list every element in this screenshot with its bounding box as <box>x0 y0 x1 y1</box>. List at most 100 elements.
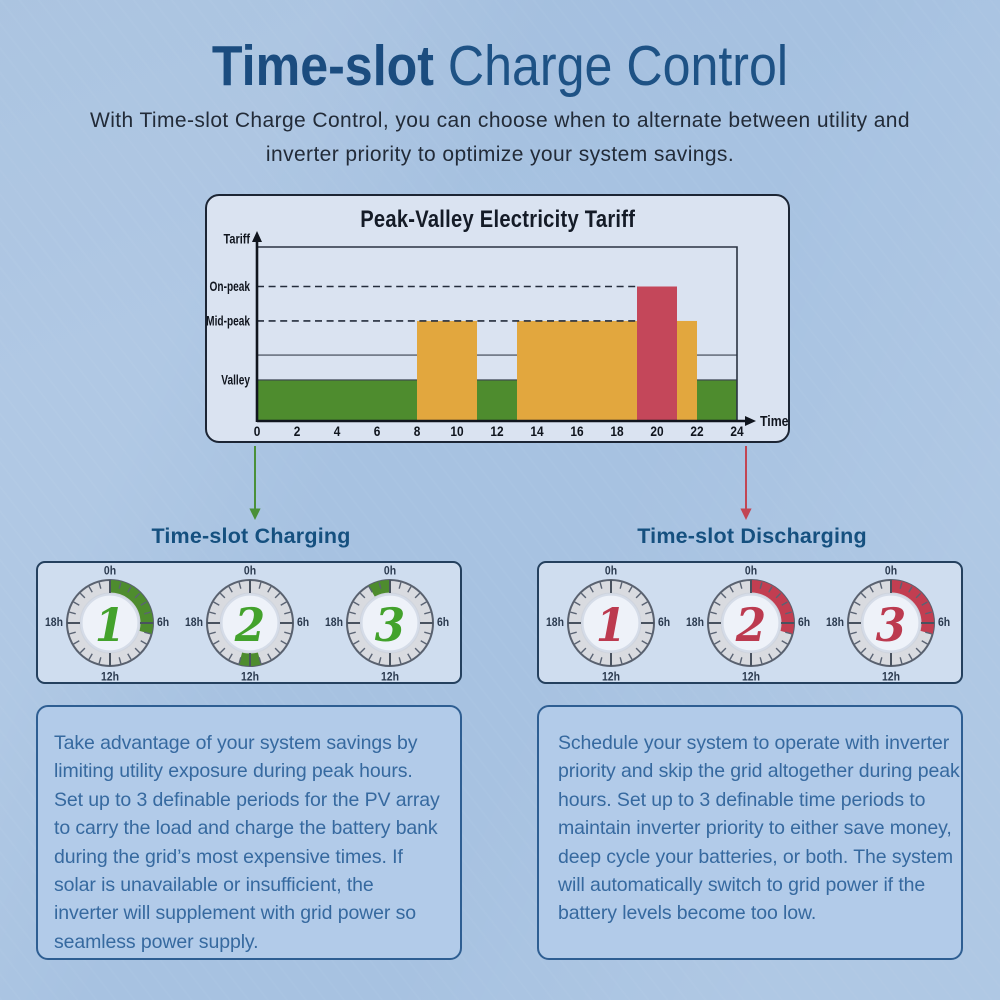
tick-15h <box>79 647 86 654</box>
tick-5h <box>144 611 151 615</box>
period-number: 2 <box>735 598 766 652</box>
y-level-label-on_peak: On-peak <box>210 279 251 295</box>
tick-11h <box>759 657 763 664</box>
tick-21h <box>860 592 867 599</box>
tick-13h <box>599 657 603 664</box>
tariff-bar-valley-22-24 <box>697 379 737 421</box>
tick-23h <box>879 582 883 589</box>
discharging-description-line-2: priority and skip the grid altogether du… <box>558 760 960 783</box>
dial-label-6h: 6h <box>658 617 670 630</box>
tick-11h <box>619 657 623 664</box>
tariff-bar-valley-0-8 <box>257 379 417 421</box>
tick-9h <box>414 647 421 654</box>
tick-23h <box>599 582 603 589</box>
discharging-description-line-5: deep cycle your batteries, or both. The … <box>558 845 953 868</box>
tick-21h <box>219 592 226 599</box>
discharging-description-line-3: hours. Set up to 3 definable time period… <box>558 788 926 811</box>
tick-4h <box>420 601 427 606</box>
discharging-clock-3: 3 0h 12h 6h 18h <box>826 565 950 684</box>
dial-label-18h: 18h <box>45 617 63 630</box>
x-axis-label: Time <box>760 413 789 429</box>
tick-10h <box>768 653 773 660</box>
x-tick-label-12: 12 <box>490 423 503 439</box>
discharging-description-line-6: will automatically switch to grid power … <box>558 874 926 897</box>
x-tick-label-16: 16 <box>570 423 583 439</box>
tick-8h <box>921 640 928 645</box>
tick-8h <box>781 640 788 645</box>
plot-frame <box>257 246 738 421</box>
tick-22h <box>88 586 93 593</box>
tariff-bar-on_peak-19-21 <box>637 286 677 421</box>
tick-13h <box>98 657 102 664</box>
dial-label-0h: 0h <box>384 565 396 578</box>
dial-label-18h: 18h <box>185 617 203 630</box>
x-axis-arrow-icon <box>745 416 756 426</box>
tick-5h <box>645 611 652 615</box>
tick-21h <box>580 592 587 599</box>
charging-description-box: Take advantage of your system savings by… <box>36 705 462 960</box>
charging-clocks: 1 0h 12h 6h 18h 2 0h 12h 6h 18h 3 0h 12h 6h 18h <box>45 565 449 684</box>
tick-8h <box>140 640 147 645</box>
dial-label-0h: 0h <box>885 565 897 578</box>
tick-7h <box>284 631 291 635</box>
tick-8h <box>420 640 427 645</box>
discharging-description-line-1: Schedule your system to operate with inv… <box>558 732 950 754</box>
tick-22h <box>729 586 734 593</box>
tick-20h <box>353 601 360 606</box>
tick-1h <box>398 582 402 589</box>
discharging-clocks-panel: 1 0h 12h 6h 18h 2 0h 12h 6h 18h 3 0h 12h 6h 18h <box>537 561 963 684</box>
tick-22h <box>589 586 594 593</box>
tick-20h <box>73 601 80 606</box>
discharging-heading: Time-slot Discharging <box>637 524 867 548</box>
y-axis-arrow-icon <box>252 231 262 242</box>
tick-13h <box>238 657 242 664</box>
tick-16h <box>714 640 721 645</box>
tick-9h <box>635 647 642 654</box>
dial-face-shadow <box>220 593 280 653</box>
tick-16h <box>213 640 220 645</box>
tick-1h <box>118 582 122 589</box>
discharging-clock-1: 1 0h 12h 6h 18h <box>546 565 670 684</box>
tick-4h <box>140 601 147 606</box>
tick-22h <box>869 586 874 593</box>
dial-label-12h: 12h <box>101 671 119 684</box>
tick-23h <box>378 582 382 589</box>
discharging-description-line-7: battery levels become too low. <box>558 902 817 925</box>
dial-label-18h: 18h <box>325 617 343 630</box>
tick-15h <box>580 647 587 654</box>
tick-11h <box>899 657 903 664</box>
page-title-emphasis: Time-slot <box>211 34 434 98</box>
tick-3h <box>134 592 141 599</box>
tick-7h <box>645 631 652 635</box>
x-tick-label-24: 24 <box>730 423 744 439</box>
discharging-clock-2: 2 0h 12h 6h 18h <box>686 565 810 684</box>
tick-19h <box>69 611 76 615</box>
page-title-rest: Charge Control <box>433 34 789 98</box>
tick-19h <box>850 611 857 615</box>
dial-label-18h: 18h <box>546 617 564 630</box>
tick-3h <box>274 592 281 599</box>
dial-label-12h: 12h <box>241 671 259 684</box>
dial-label-18h: 18h <box>686 617 704 630</box>
tick-15h <box>359 647 366 654</box>
tick-15h <box>860 647 867 654</box>
x-tick-label-18: 18 <box>610 423 623 439</box>
charging-heading: Time-slot Charging <box>151 524 351 548</box>
tick-21h <box>359 592 366 599</box>
tick-2h <box>127 586 132 593</box>
discharging-description-box: Schedule your system to operate with inv… <box>537 705 963 960</box>
tick-5h <box>925 611 932 615</box>
tick-14h <box>589 653 594 660</box>
charging-description-line-2: limiting utility exposure during peak ho… <box>54 760 413 783</box>
tick-14h <box>88 653 93 660</box>
tick-2h <box>267 586 272 593</box>
tick-11h <box>258 657 262 664</box>
x-tick-label-2: 2 <box>294 423 301 439</box>
tick-19h <box>349 611 356 615</box>
tick-22h <box>228 586 233 593</box>
x-tick-label-0: 0 <box>254 423 261 439</box>
charging-clock-1: 1 0h 12h 6h 18h <box>45 565 169 684</box>
period-number: 3 <box>876 598 906 652</box>
